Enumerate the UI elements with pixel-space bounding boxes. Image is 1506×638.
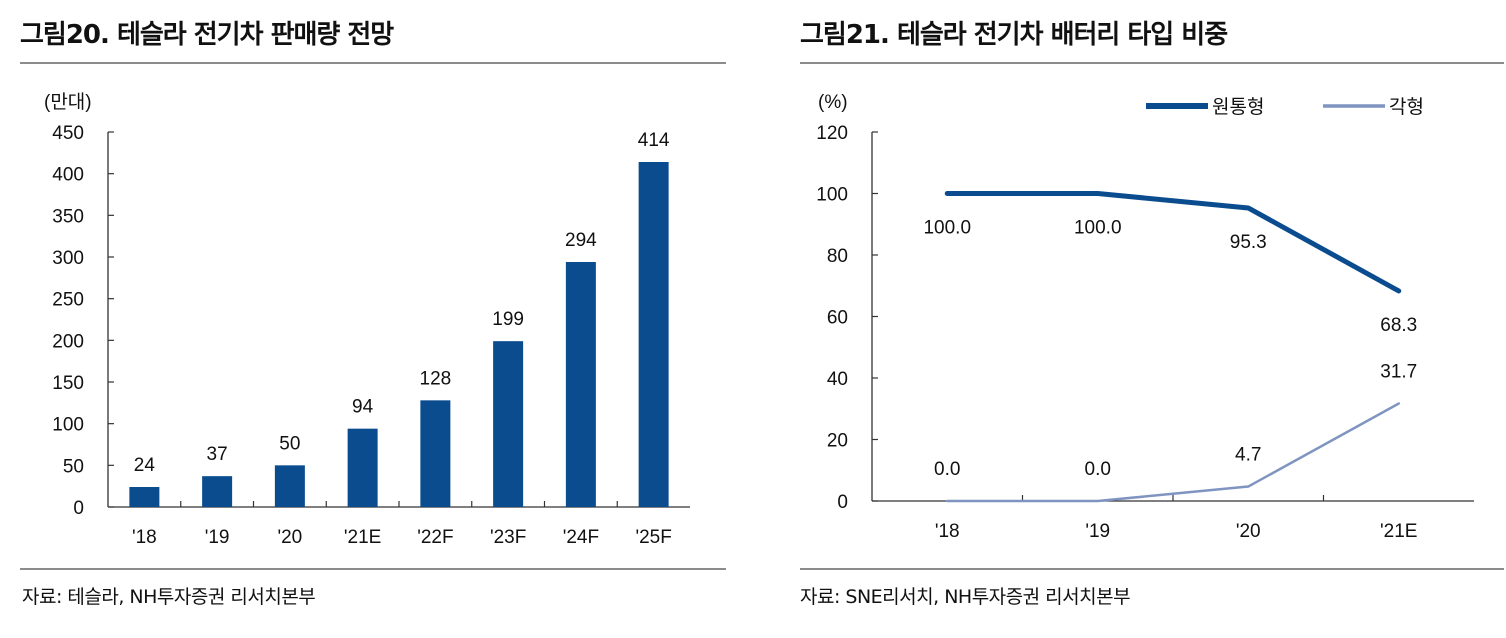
x-tick-label: '21E — [1380, 521, 1417, 542]
x-tick-label: '23F — [490, 527, 526, 548]
y-tick-label: 20 — [827, 431, 848, 452]
bar — [347, 428, 378, 507]
y-tick-label: 250 — [52, 290, 84, 311]
y-tick-label: 60 — [827, 308, 848, 329]
legend-label: 원통형 — [1212, 96, 1264, 118]
x-tick-label: '18 — [935, 521, 960, 542]
data-label: 199 — [492, 309, 524, 330]
y-tick-label: 120 — [816, 123, 848, 144]
x-tick-label: '24F — [563, 527, 599, 548]
data-label: 0.0 — [1085, 459, 1111, 480]
data-label: 24 — [134, 455, 156, 476]
x-tick-label: '20 — [1236, 521, 1261, 542]
y-tick-label: 300 — [52, 248, 84, 269]
y-tick-label: 200 — [52, 331, 84, 352]
data-label: 100.0 — [923, 218, 971, 239]
y-tick-label: 450 — [52, 123, 84, 144]
figure-title: 그림21. 테슬라 전기차 배터리 타입 비중 — [800, 20, 1228, 50]
title-divider — [20, 62, 726, 64]
data-label: 68.3 — [1380, 315, 1417, 336]
y-tick-label: 150 — [52, 373, 84, 394]
data-label: 0.0 — [934, 459, 960, 480]
bar — [638, 162, 669, 507]
x-tick-label: '18 — [132, 527, 157, 548]
x-tick-label: '21E — [344, 527, 381, 548]
y-tick-label: 400 — [52, 165, 84, 186]
y-tick-label: 80 — [827, 246, 848, 267]
data-label: 31.7 — [1380, 362, 1417, 383]
y-tick-label: 40 — [827, 369, 848, 390]
y-tick-label: 100 — [816, 185, 848, 206]
x-tick-label: '22F — [417, 527, 453, 548]
bar-chart: (만대) 0 50 100 150 200 250 300 350 400 450 24 '18 37 '1… — [44, 91, 690, 548]
series-line — [946, 402, 1400, 503]
y-tick-label: 0 — [73, 498, 84, 519]
bar — [202, 476, 233, 507]
data-label: 128 — [420, 368, 452, 389]
x-tick-label: '19 — [205, 527, 230, 548]
figure-title: 그림20. 테슬라 전기차 판매량 전망 — [20, 20, 394, 50]
y-tick-label: 0 — [837, 492, 848, 513]
line-chart: (%) 0 20 40 60 80 100 120 '18 '19 '20 '21E 100.0 100.… — [816, 92, 1474, 542]
data-label: 4.7 — [1235, 445, 1261, 466]
data-label: 414 — [638, 130, 670, 151]
data-label: 37 — [207, 444, 228, 465]
data-label: 294 — [565, 230, 597, 251]
series-line — [944, 191, 1402, 294]
legend-label: 각형 — [1389, 96, 1424, 118]
title-divider — [800, 62, 1504, 64]
y-tick-label: 100 — [52, 415, 84, 436]
y-unit-label: (만대) — [44, 91, 92, 113]
bar — [420, 400, 451, 507]
y-tick-label: 350 — [52, 206, 84, 227]
data-label: 100.0 — [1074, 218, 1122, 239]
bar — [274, 465, 305, 507]
x-tick-label: '20 — [277, 527, 302, 548]
data-label: 94 — [352, 397, 374, 418]
x-tick-label: '25F — [635, 527, 671, 548]
bar — [493, 341, 524, 507]
y-unit-label: (%) — [818, 92, 848, 113]
bar — [565, 262, 596, 507]
y-tick-label: 50 — [63, 456, 84, 477]
bar — [129, 487, 160, 507]
source-note: 자료: 테슬라, NH투자증권 리서치본부 — [22, 586, 316, 608]
data-label: 95.3 — [1230, 232, 1267, 253]
left-figure-panel: 그림20. 테슬라 전기차 판매량 전망 (만대) 0 50 100 150 200 250… — [0, 0, 730, 638]
source-divider — [20, 568, 726, 570]
source-note: 자료: SNE리서치, NH투자증권 리서치본부 — [800, 586, 1131, 608]
data-label: 50 — [279, 433, 300, 454]
x-tick-label: '19 — [1085, 521, 1110, 542]
source-divider — [800, 568, 1504, 570]
right-figure-panel: 그림21. 테슬라 전기차 배터리 타입 비중 (%) 0 20 40 60 80 100 1… — [778, 0, 1506, 638]
